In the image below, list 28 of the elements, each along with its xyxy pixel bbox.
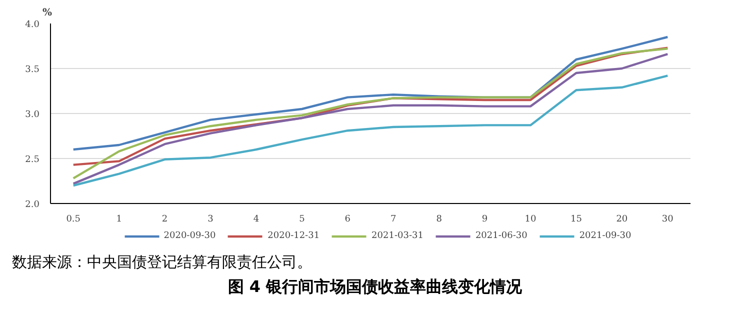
legend-label: 2021-06-30 <box>475 230 528 242</box>
x-tick-label: 15 <box>570 214 582 224</box>
legend-label: 2020-12-31 <box>268 230 320 242</box>
x-tick-label: 20 <box>616 214 628 224</box>
line-series <box>72 74 669 187</box>
y-tick-label: 3.5 <box>25 65 40 75</box>
legend-label: 2021-03-31 <box>372 230 424 242</box>
y-tick-label: 3.0 <box>25 110 40 120</box>
y-tick-label: 2.0 <box>25 200 40 210</box>
x-tick-label: 2 <box>162 214 168 224</box>
source-note: 数据来源：中央国债登记结算有限责任公司。 <box>12 252 312 273</box>
legend-label: 2021-09-30 <box>579 230 632 242</box>
x-tick-label: 10 <box>524 214 536 224</box>
x-tick-label: 1 <box>116 214 122 224</box>
text: 图 4 银行间市场国债收益率曲线变化情况 <box>228 276 522 298</box>
x-tick-label: 30 <box>662 214 674 224</box>
x-tick-label: 6 <box>344 214 351 224</box>
x-tick-label: 0.5 <box>66 214 81 224</box>
y-tick-label: 2.5 <box>25 155 40 165</box>
x-tick-label: 4 <box>253 214 260 224</box>
y-axis-title: % <box>42 8 52 18</box>
x-tick-label: 9 <box>482 214 488 224</box>
x-tick-label: 8 <box>436 214 442 224</box>
x-tick-label: 7 <box>390 214 396 224</box>
x-tick-label: 3 <box>208 214 214 224</box>
y-tick-label: 4.0 <box>25 20 40 30</box>
x-tick-label: 5 <box>299 214 306 224</box>
legend-label: 2020-09-30 <box>164 230 216 242</box>
